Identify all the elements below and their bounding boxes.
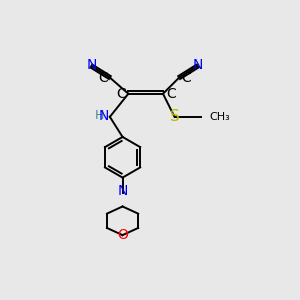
Text: CH₃: CH₃ — [209, 112, 230, 122]
Text: O: O — [117, 228, 128, 242]
Text: N: N — [117, 184, 128, 198]
Text: N: N — [98, 109, 109, 123]
Text: S: S — [170, 109, 179, 124]
Text: H: H — [95, 109, 104, 122]
Text: C: C — [181, 70, 191, 85]
Text: C: C — [98, 70, 108, 85]
Text: C: C — [116, 87, 126, 101]
Text: N: N — [86, 58, 97, 72]
Text: C: C — [166, 87, 175, 101]
Text: N: N — [193, 58, 203, 72]
